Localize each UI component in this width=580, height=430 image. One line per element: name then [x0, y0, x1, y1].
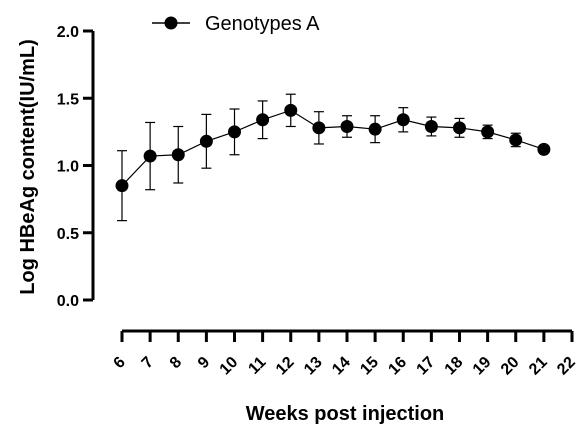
y-tick-label: 0.5	[57, 226, 79, 243]
data-point	[537, 142, 551, 156]
data-point	[115, 179, 129, 193]
x-tick-label: 20	[498, 354, 523, 379]
y-axis-title: Log HBeAg content(IU/mL)	[17, 39, 39, 295]
x-tick-label: 18	[442, 354, 467, 379]
data-point	[199, 134, 213, 148]
data-point	[368, 122, 382, 136]
y-tick-label: 1.0	[57, 159, 79, 176]
plot-area	[115, 93, 551, 222]
data-point	[481, 125, 495, 139]
legend-label: Genotypes A	[205, 13, 320, 35]
data-point	[340, 119, 354, 133]
series-line	[121, 109, 545, 187]
x-tick-label: 8	[167, 354, 185, 372]
x-tick-label: 14	[329, 354, 354, 379]
x-tick-label: 17	[414, 354, 439, 379]
x-tick-label: 15	[357, 354, 382, 379]
data-point	[284, 103, 298, 117]
data-point	[424, 119, 438, 133]
data-point	[143, 149, 157, 163]
legend-marker	[164, 16, 178, 30]
x-tick-label: 9	[195, 354, 213, 372]
data-point	[256, 113, 270, 127]
x-tick-label: 7	[139, 354, 157, 372]
data-point	[396, 113, 410, 127]
x-tick-label: 11	[245, 354, 269, 378]
x-tick-label: 22	[554, 354, 579, 379]
data-point	[509, 133, 523, 147]
y-tick-label: 1.5	[57, 91, 79, 108]
x-axis: 6 7 8 9 10 11 12 13 14 15 16 17 18 19 20 21 22	[111, 329, 579, 379]
x-tick-label: 19	[470, 354, 495, 379]
legend: Genotypes A	[152, 13, 320, 35]
data-point	[453, 121, 466, 135]
x-tick-label: 16	[385, 354, 410, 379]
y-axis: 0.0 0.5 1.0 1.5 2.0	[57, 24, 95, 310]
data-point	[312, 121, 326, 135]
x-axis-title: Weeks post injection	[246, 403, 445, 425]
y-tick-label: 0.0	[57, 293, 79, 310]
x-tick-label: 13	[301, 354, 326, 379]
x-tick-label: 12	[273, 354, 298, 379]
data-point	[171, 148, 185, 162]
x-tick-label: 10	[217, 354, 242, 379]
y-tick-label: 2.0	[57, 24, 79, 41]
x-tick-label: 21	[526, 354, 551, 379]
data-point	[228, 125, 241, 139]
x-tick-label: 6	[111, 354, 129, 372]
